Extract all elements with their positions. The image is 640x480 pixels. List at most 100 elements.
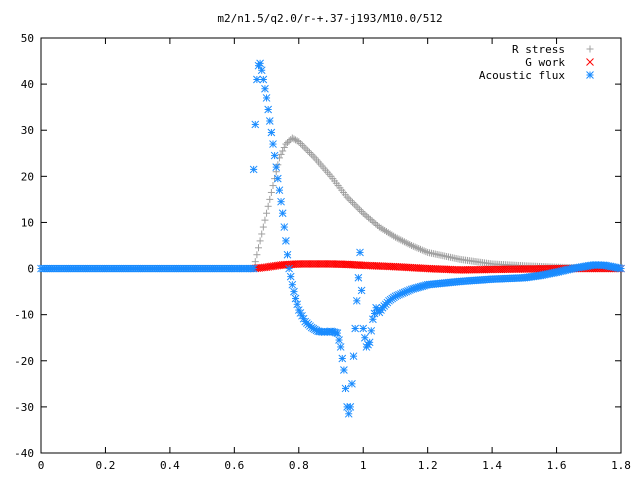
data-point (297, 140, 305, 148)
data-point (273, 174, 282, 183)
data-point (409, 242, 417, 250)
data-point (253, 251, 261, 259)
data-point (374, 222, 382, 230)
data-point (343, 193, 351, 201)
data-point (437, 265, 445, 273)
legend-marker (586, 71, 594, 79)
data-point (520, 265, 529, 273)
y-tick-label: 40 (21, 78, 34, 91)
data-point (368, 261, 377, 270)
series-r-stress (37, 134, 625, 273)
data-point (471, 265, 479, 274)
data-point (262, 94, 271, 102)
data-point (285, 264, 293, 273)
data-point (253, 75, 261, 84)
data-point (495, 265, 504, 274)
data-point (265, 117, 274, 125)
data-point (298, 141, 306, 149)
data-point (263, 209, 271, 217)
data-point (369, 315, 377, 324)
data-point (381, 226, 389, 234)
data-point (348, 379, 356, 388)
data-point (340, 366, 348, 374)
data-point (372, 262, 381, 270)
data-point (365, 261, 373, 270)
data-point (347, 197, 355, 205)
data-point (255, 244, 262, 252)
data-point (463, 265, 472, 274)
legend-label: G work (525, 56, 565, 69)
x-axis: 0 0.2 0.4 0.6 0.8 1 1.2 1.4 1.6 1.8 (38, 38, 631, 472)
data-point (420, 247, 428, 255)
x-tick-label: 1.8 (611, 459, 631, 472)
data-point (269, 182, 277, 190)
data-point (267, 128, 276, 137)
data-point (251, 258, 259, 266)
data-point (249, 165, 258, 174)
data-point (249, 264, 258, 273)
data-point (270, 151, 279, 160)
data-point (379, 225, 387, 233)
data-point (459, 266, 468, 274)
data-point (292, 136, 300, 144)
data-point (474, 265, 483, 274)
data-point (264, 105, 273, 114)
data-point (488, 265, 496, 274)
x-tick-label: 1.4 (482, 459, 502, 472)
data-point (480, 265, 489, 274)
data-point (406, 241, 414, 249)
y-tick-label: 0 (27, 263, 34, 276)
data-point (277, 150, 285, 158)
data-point (251, 120, 260, 129)
data-point (526, 265, 534, 273)
data-point (295, 138, 303, 146)
data-point (267, 188, 275, 196)
data-point (366, 215, 374, 223)
chart-title: m2/n1.5/q2.0/r-+.37-j193/M10.0/512 (217, 12, 442, 25)
data-point (349, 352, 358, 361)
data-point (482, 265, 491, 274)
data-point (259, 223, 267, 231)
data-point (341, 384, 350, 393)
data-point (306, 149, 314, 157)
y-tick-label: -30 (14, 401, 34, 414)
data-point (476, 265, 485, 274)
data-point (380, 262, 388, 271)
data-point (264, 202, 272, 210)
data-point (490, 265, 498, 274)
data-point (427, 264, 436, 273)
data-point (518, 265, 527, 273)
data-point (514, 265, 523, 273)
data-point (390, 232, 398, 240)
data-point (348, 198, 356, 206)
data-point (374, 262, 383, 270)
data-point (256, 237, 264, 245)
data-point (411, 243, 419, 251)
data-point (284, 139, 291, 147)
data-point (282, 237, 290, 245)
data-point (300, 143, 308, 151)
data-point (344, 409, 353, 418)
y-tick-label: -10 (14, 309, 34, 322)
data-point (363, 212, 371, 220)
data-point (384, 262, 392, 271)
data-point (497, 265, 506, 274)
data-point (359, 261, 368, 270)
data-point (509, 265, 517, 274)
data-point (258, 230, 266, 238)
data-point (376, 262, 385, 270)
data-point (367, 326, 376, 335)
data-point (365, 338, 374, 347)
data-point (440, 265, 449, 274)
data-point (465, 265, 474, 274)
x-tick-label: 0.6 (224, 459, 244, 472)
data-point (448, 265, 457, 274)
data-point (378, 262, 387, 270)
data-point (516, 265, 525, 273)
data-point (275, 186, 284, 195)
data-point (302, 145, 310, 153)
data-point (415, 245, 423, 253)
plot-frame (40, 37, 622, 454)
x-tick-label: 1.2 (418, 459, 438, 472)
